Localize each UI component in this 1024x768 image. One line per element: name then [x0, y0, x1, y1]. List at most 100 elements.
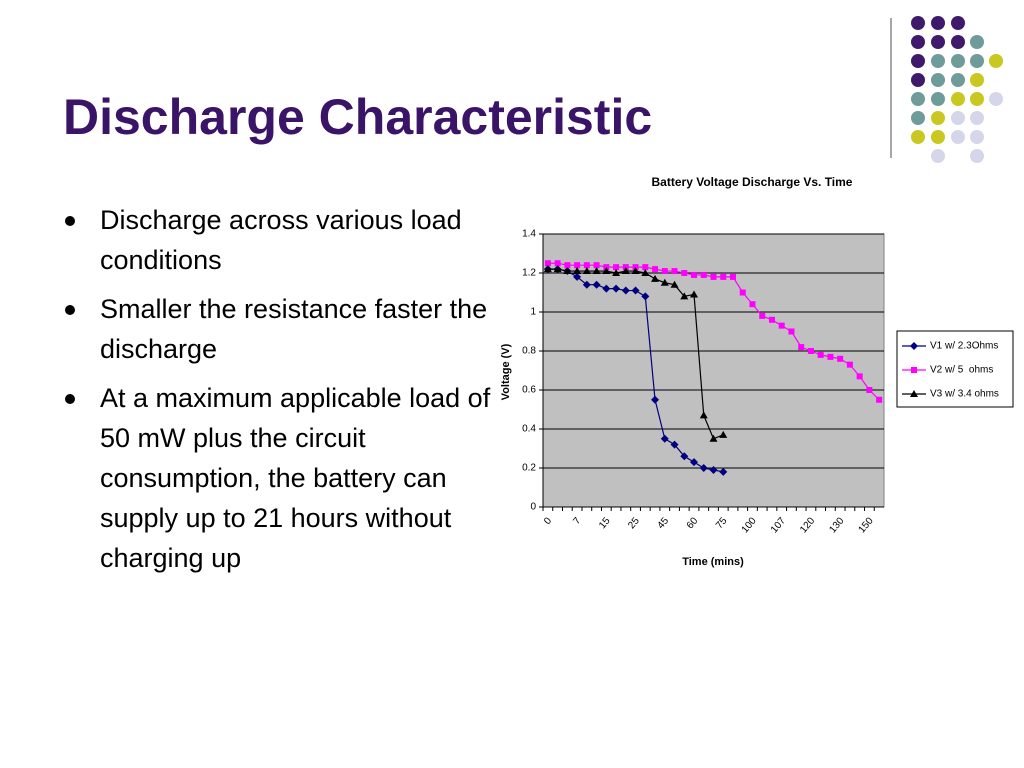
marker — [573, 272, 582, 281]
marker — [554, 260, 561, 267]
chart-title: Battery Voltage Discharge Vs. Time — [652, 175, 853, 189]
legend-label: V2 w/ 5 ohms — [930, 365, 993, 376]
bullet: At a maximum applicable load of 50 mW pl… — [62, 378, 492, 578]
legend-marker — [910, 390, 918, 397]
y-tick-label: 0.8 — [522, 346, 536, 357]
marker — [720, 273, 727, 280]
marker — [690, 458, 699, 467]
marker — [778, 322, 785, 329]
marker — [592, 267, 601, 275]
x-tick-label: 100 — [740, 515, 759, 535]
y-tick-label: 0.6 — [522, 385, 536, 396]
marker — [768, 316, 775, 323]
bullet-list: Discharge across various load conditions… — [62, 200, 492, 587]
marker — [631, 286, 640, 295]
legend-marker — [910, 342, 918, 350]
bullet: Discharge across various load conditions — [62, 200, 492, 280]
x-tick-label: 45 — [656, 515, 672, 531]
y-tick-label: 1.4 — [522, 229, 536, 240]
marker — [613, 264, 620, 271]
marker — [681, 270, 688, 276]
marker — [709, 465, 718, 474]
marker — [798, 344, 805, 351]
marker — [670, 280, 679, 288]
marker — [592, 280, 601, 289]
marker — [856, 373, 863, 380]
marker — [602, 284, 611, 293]
marker — [564, 262, 571, 269]
marker — [642, 264, 649, 271]
x-tick-label: 75 — [714, 515, 730, 531]
marker — [817, 351, 824, 358]
marker — [631, 267, 640, 275]
x-tick-label: 120 — [798, 515, 817, 535]
marker — [660, 278, 669, 286]
y-tick-label: 1.2 — [522, 268, 536, 279]
marker — [691, 271, 698, 278]
decoration — [890, 16, 1003, 163]
marker — [837, 355, 844, 362]
marker — [621, 267, 630, 275]
marker — [641, 269, 650, 276]
marker — [749, 301, 756, 308]
marker — [574, 262, 581, 269]
y-tick-label: 0.2 — [522, 463, 536, 474]
x-tick-label: 7 — [571, 515, 583, 527]
y-tick-label: 1 — [530, 307, 536, 318]
marker — [719, 467, 728, 476]
marker — [759, 312, 766, 319]
marker — [788, 328, 795, 335]
marker — [671, 268, 678, 275]
marker — [866, 387, 873, 393]
slide-title: Discharge Characteristic — [63, 89, 653, 145]
marker — [680, 452, 689, 461]
marker — [612, 269, 621, 276]
marker — [710, 273, 717, 280]
marker — [553, 265, 562, 273]
x-tick-label: 107 — [769, 515, 788, 535]
marker — [827, 353, 834, 360]
marker — [544, 260, 551, 267]
marker — [729, 273, 736, 280]
x-tick-label: 150 — [857, 515, 876, 535]
marker — [593, 262, 600, 269]
marker — [602, 267, 611, 275]
marker — [680, 292, 689, 300]
x-tick-label: 60 — [685, 515, 701, 531]
marker — [641, 292, 650, 301]
legend-label: V1 w/ 2.3Ohms — [930, 341, 998, 352]
legend-label: V3 w/ 3.4 ohms — [930, 389, 999, 400]
legend-marker — [911, 367, 917, 373]
x-tick-label: 0 — [542, 515, 554, 527]
marker — [543, 265, 552, 273]
marker — [573, 267, 582, 275]
marker — [612, 284, 621, 293]
marker — [621, 286, 630, 295]
y-tick-label: 0.4 — [522, 424, 536, 435]
marker — [651, 395, 660, 404]
y-axis-label: Voltage (V) — [500, 343, 512, 400]
marker — [661, 268, 668, 275]
marker — [651, 274, 660, 282]
marker — [876, 396, 883, 403]
marker — [563, 267, 572, 275]
x-axis-label: Time (mins) — [682, 556, 744, 568]
marker — [700, 271, 707, 278]
marker — [739, 289, 746, 296]
marker — [582, 280, 591, 289]
marker — [807, 348, 814, 354]
marker — [690, 290, 699, 298]
marker — [652, 266, 659, 273]
marker — [699, 411, 708, 419]
marker — [583, 262, 590, 269]
marker — [719, 430, 728, 438]
x-tick-label: 15 — [597, 515, 613, 531]
x-tick-label: 25 — [626, 515, 642, 531]
y-tick-label: 0 — [530, 502, 536, 513]
marker — [582, 267, 591, 275]
marker — [660, 434, 669, 443]
marker — [670, 440, 679, 449]
marker — [846, 361, 853, 368]
